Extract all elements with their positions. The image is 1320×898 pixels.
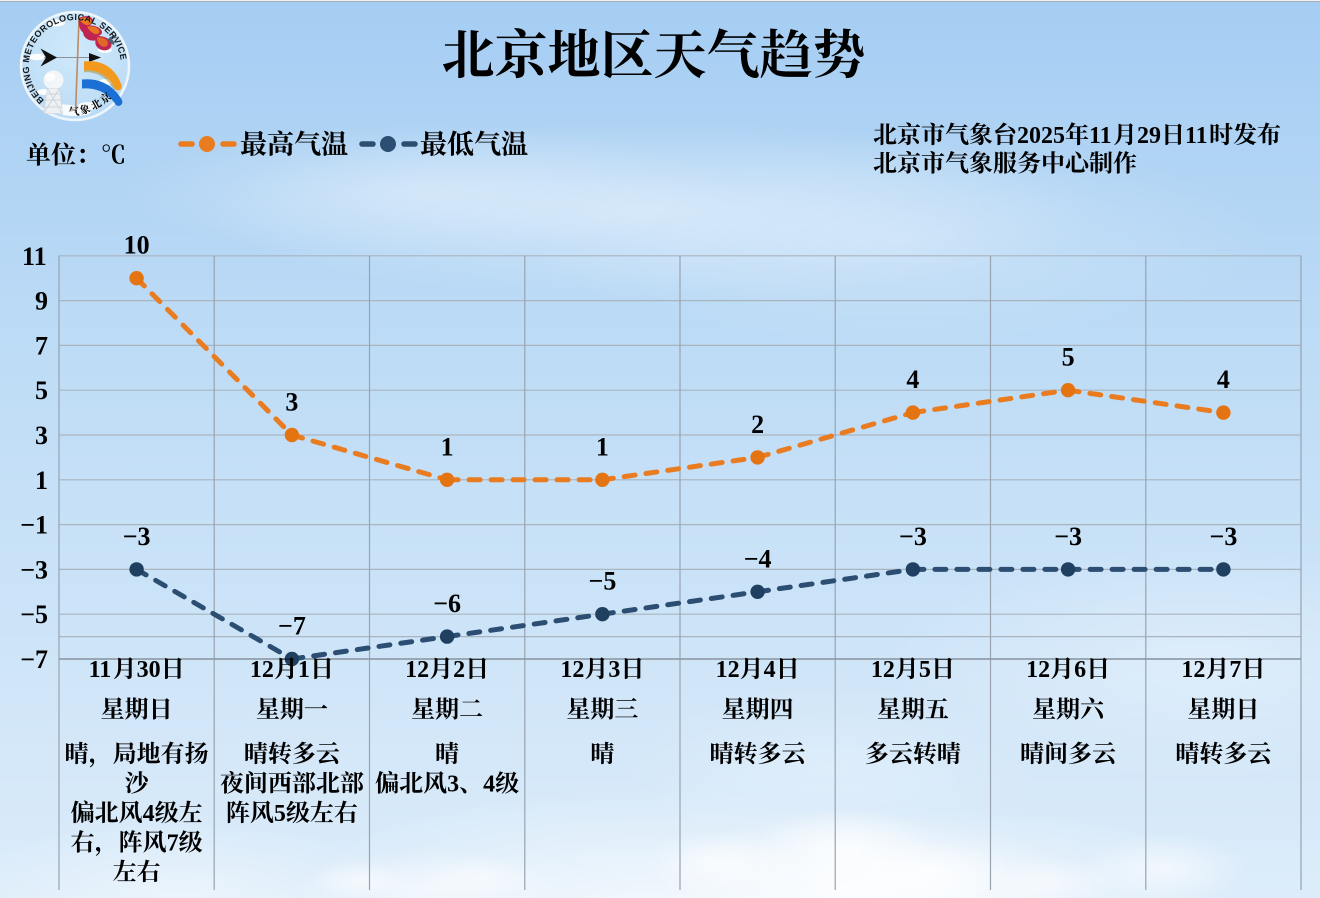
svg-text:1: 1 — [298, 657, 310, 683]
svg-text:3: 3 — [447, 772, 459, 798]
svg-text:3: 3 — [285, 388, 298, 417]
svg-text:−3: −3 — [899, 522, 927, 551]
svg-text:5: 5 — [274, 801, 286, 827]
svg-text:4: 4 — [764, 657, 776, 683]
svg-text:−5: −5 — [20, 600, 48, 629]
svg-text:4: 4 — [1217, 365, 1230, 394]
svg-text:11: 11 — [1089, 123, 1112, 149]
svg-text:12: 12 — [1026, 657, 1050, 683]
svg-text:7: 7 — [1229, 657, 1241, 683]
svg-text:11: 11 — [22, 242, 47, 271]
svg-text:2025: 2025 — [1017, 123, 1065, 149]
svg-text:2: 2 — [453, 657, 465, 683]
svg-text:12: 12 — [250, 657, 274, 683]
svg-text:12: 12 — [716, 657, 740, 683]
svg-text:−3: −3 — [1210, 522, 1238, 551]
svg-text:7: 7 — [167, 831, 179, 857]
svg-text:−7: −7 — [278, 612, 306, 641]
svg-text:6: 6 — [1074, 657, 1086, 683]
svg-text:1: 1 — [441, 432, 454, 461]
svg-text:5: 5 — [35, 376, 48, 405]
svg-text:5: 5 — [919, 657, 931, 683]
svg-text:11: 11 — [1185, 123, 1208, 149]
svg-text:29: 29 — [1137, 123, 1161, 149]
svg-text:5: 5 — [1062, 343, 1075, 372]
svg-text:7: 7 — [35, 331, 48, 360]
svg-text:12: 12 — [560, 657, 584, 683]
svg-text:−1: −1 — [20, 511, 48, 540]
svg-text:2: 2 — [751, 410, 764, 439]
svg-text:10: 10 — [124, 231, 150, 260]
svg-text:11: 11 — [89, 657, 112, 683]
svg-text:−6: −6 — [433, 589, 461, 618]
svg-text:3: 3 — [608, 657, 620, 683]
svg-text:4: 4 — [483, 772, 495, 798]
svg-text:12: 12 — [1181, 657, 1205, 683]
svg-text:−3: −3 — [123, 522, 151, 551]
svg-text:12: 12 — [871, 657, 895, 683]
svg-text:−3: −3 — [1054, 522, 1082, 551]
svg-text:1: 1 — [35, 466, 48, 495]
svg-text:−5: −5 — [589, 567, 617, 596]
svg-text:4: 4 — [906, 365, 919, 394]
svg-text:−3: −3 — [20, 555, 48, 584]
svg-text:3: 3 — [35, 421, 48, 450]
svg-text:1: 1 — [596, 432, 609, 461]
svg-text:−7: −7 — [20, 645, 48, 674]
svg-text:12: 12 — [405, 657, 429, 683]
svg-text:4: 4 — [143, 801, 155, 827]
svg-text:30: 30 — [137, 657, 161, 683]
svg-text:9: 9 — [35, 287, 48, 316]
svg-text:−4: −4 — [744, 544, 772, 573]
